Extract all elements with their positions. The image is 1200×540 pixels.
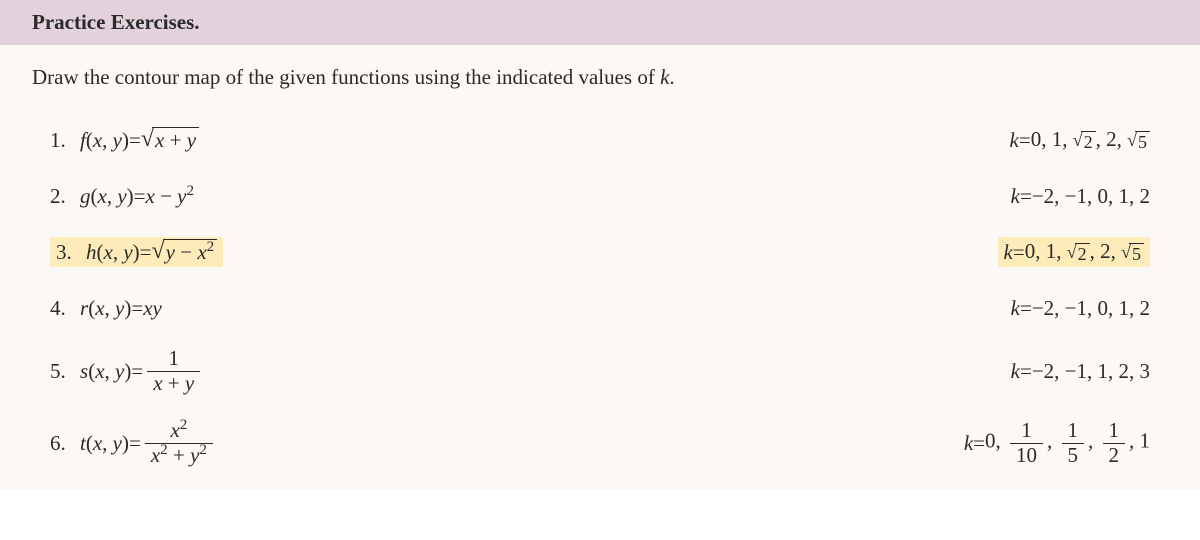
item6-k: k bbox=[964, 431, 973, 456]
exercise-item-3: 3. h (x, y) = √ y − x2 k = 0, 1, √2, 2, … bbox=[32, 224, 1168, 280]
item3-fn: h bbox=[86, 240, 97, 265]
section-header: Practice Exercises. bbox=[0, 0, 1200, 45]
item3-eq: = bbox=[140, 240, 152, 265]
item2-k: k bbox=[1011, 184, 1020, 209]
item4-eq: = bbox=[131, 296, 143, 321]
item1-lhs: 1. f (x, y) = √ x + y bbox=[50, 127, 199, 153]
exercise-item-4: 4. r (x, y) = xy k = −2, −1, 0, 1, 2 bbox=[32, 280, 1168, 336]
item3-number: 3. bbox=[56, 240, 86, 265]
section-title: Practice Exercises. bbox=[32, 10, 200, 34]
item2-k-eq: = bbox=[1020, 184, 1032, 209]
item4-lhs: 4. r (x, y) = xy bbox=[50, 296, 162, 321]
item3-lhs: 3. h (x, y) = √ y − x2 bbox=[50, 237, 223, 267]
item1-k: k bbox=[1010, 128, 1019, 153]
item4-number: 4. bbox=[50, 296, 80, 321]
item6-rhs: k = 0, 110, 15, 12, 1 bbox=[964, 419, 1150, 466]
item5-k-eq: = bbox=[1020, 359, 1032, 384]
item1-k-vals: 0, 1, √2, 2, √5 bbox=[1031, 127, 1150, 154]
instruction-pre: Draw the contour map of the given functi… bbox=[32, 65, 660, 89]
item5-k: k bbox=[1011, 359, 1020, 384]
item1-args: (x, y) bbox=[86, 128, 129, 153]
item4-k-vals: −2, −1, 0, 1, 2 bbox=[1032, 296, 1150, 321]
item3-k-vals: 0, 1, √2, 2, √5 bbox=[1025, 239, 1144, 266]
exercise-item-6: 6. t (x, y) = x2 x2 + y2 k = 0, 110, 15,… bbox=[32, 406, 1168, 480]
item3-k-eq: = bbox=[1013, 240, 1025, 265]
item6-frac-bot: x2 + y2 bbox=[145, 443, 213, 467]
item1-rhs: k = 0, 1, √2, 2, √5 bbox=[1010, 127, 1150, 154]
item2-expr: x − y2 bbox=[146, 184, 195, 209]
item4-fn: r bbox=[80, 296, 88, 321]
item2-args: (x, y) bbox=[91, 184, 134, 209]
item2-eq: = bbox=[134, 184, 146, 209]
item3-k: k bbox=[1004, 240, 1013, 265]
item1-radicand: x + y bbox=[152, 127, 199, 153]
item4-expr: xy bbox=[143, 296, 162, 321]
instruction-post: . bbox=[669, 65, 674, 89]
item6-number: 6. bbox=[50, 431, 80, 456]
item5-args: (x, y) bbox=[88, 359, 131, 384]
item4-args: (x, y) bbox=[88, 296, 131, 321]
item6-k-vals: 0, 110, 15, 12, 1 bbox=[985, 419, 1150, 466]
item6-lhs: 6. t (x, y) = x2 x2 + y2 bbox=[50, 419, 217, 466]
item4-rhs: k = −2, −1, 0, 1, 2 bbox=[1011, 296, 1150, 321]
item5-k-vals: −2, −1, 1, 2, 3 bbox=[1032, 359, 1150, 384]
item1-number: 1. bbox=[50, 128, 80, 153]
item5-rhs: k = −2, −1, 1, 2, 3 bbox=[1011, 359, 1150, 384]
item6-k-eq: = bbox=[973, 431, 985, 456]
item5-eq: = bbox=[131, 359, 143, 384]
item3-args: (x, y) bbox=[97, 240, 140, 265]
item1-sqrt: √ x + y bbox=[141, 127, 199, 153]
item6-args: (x, y) bbox=[86, 431, 129, 456]
item3-sqrt: √ y − x2 bbox=[152, 239, 218, 265]
item5-frac-bot: x + y bbox=[147, 371, 200, 395]
item4-k-eq: = bbox=[1020, 296, 1032, 321]
exercise-body: Draw the contour map of the given functi… bbox=[0, 45, 1200, 490]
item5-number: 5. bbox=[50, 359, 80, 384]
item5-frac: 1 x + y bbox=[147, 347, 200, 394]
item2-rhs: k = −2, −1, 0, 1, 2 bbox=[1011, 184, 1150, 209]
item5-fn: s bbox=[80, 359, 88, 384]
item2-fn: g bbox=[80, 184, 91, 209]
exercise-item-5: 5. s (x, y) = 1 x + y k = −2, −1, 1, 2, … bbox=[32, 336, 1168, 406]
item4-k: k bbox=[1011, 296, 1020, 321]
item1-k-eq: = bbox=[1019, 128, 1031, 153]
instruction-text: Draw the contour map of the given functi… bbox=[32, 65, 1168, 90]
item2-number: 2. bbox=[50, 184, 80, 209]
item6-eq: = bbox=[129, 431, 141, 456]
item2-k-vals: −2, −1, 0, 1, 2 bbox=[1032, 184, 1150, 209]
item6-frac: x2 x2 + y2 bbox=[145, 419, 213, 466]
item2-lhs: 2. g (x, y) = x − y2 bbox=[50, 184, 194, 209]
exercise-item-1: 1. f (x, y) = √ x + y k = 0, 1, √2, 2, √… bbox=[32, 112, 1168, 168]
item5-frac-top: 1 bbox=[162, 347, 185, 370]
exercise-item-2: 2. g (x, y) = x − y2 k = −2, −1, 0, 1, 2 bbox=[32, 168, 1168, 224]
item6-frac-top: x2 bbox=[164, 419, 193, 442]
item3-rhs: k = 0, 1, √2, 2, √5 bbox=[998, 237, 1150, 268]
item5-lhs: 5. s (x, y) = 1 x + y bbox=[50, 347, 204, 394]
item1-eq: = bbox=[129, 128, 141, 153]
item3-radicand: y − x2 bbox=[163, 239, 218, 265]
